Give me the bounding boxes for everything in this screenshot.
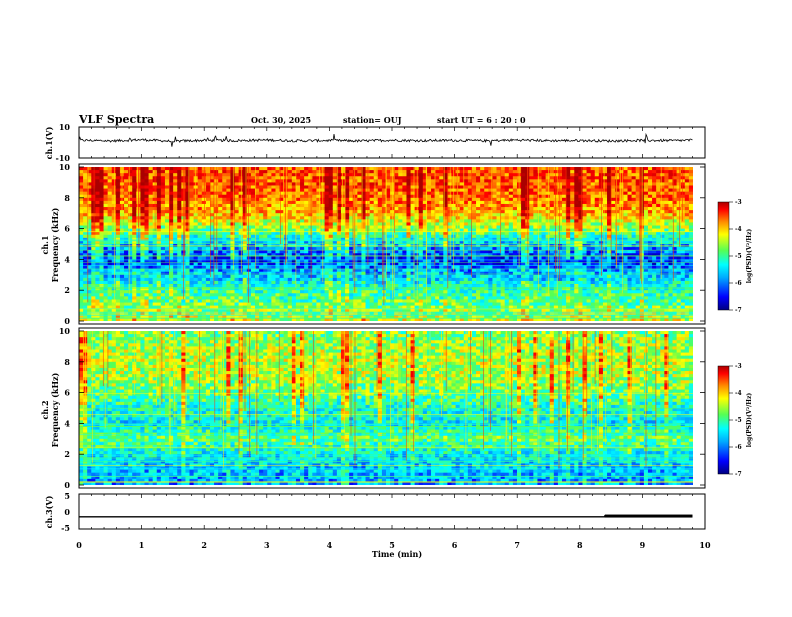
- ch1-spectrogram-ylabel-freq: Frequency (kHz): [50, 207, 60, 282]
- colorbar-tick--7: -7: [735, 471, 742, 478]
- x-tick-8: 8: [577, 540, 583, 550]
- x-axis-label: Time (min): [372, 549, 422, 559]
- colorbar-tick--3: -3: [735, 363, 742, 370]
- ch1-colorbar: [718, 202, 729, 310]
- x-tick-3: 3: [264, 540, 270, 550]
- colorbar-tick--4: -4: [735, 390, 742, 397]
- colorbar-tick--4: -4: [735, 226, 742, 233]
- x-tick-2: 2: [201, 540, 207, 550]
- colorbar-tick--6: -6: [735, 444, 742, 451]
- x-tick-1: 1: [139, 540, 145, 550]
- colorbar-tick--3: -3: [735, 199, 742, 206]
- spec2-ytick-8: 8: [64, 357, 70, 367]
- ch1-spectrogram-ylabel-channel: ch.1: [40, 235, 50, 254]
- ch3-ytick-bottom: -5: [61, 523, 70, 533]
- x-tick-7: 7: [514, 540, 520, 550]
- spec1-ytick-0: 0: [64, 316, 70, 326]
- x-tick-10: 10: [699, 540, 711, 550]
- ch1-waveform-panel: 10 -10 ch.1(V): [44, 122, 705, 163]
- colorbar-tick--6: -6: [735, 280, 742, 287]
- x-tick-6: 6: [452, 540, 458, 550]
- ch1-spectrogram-image: [79, 167, 693, 321]
- colorbar-tick--7: -7: [735, 307, 742, 314]
- ch3-line: [79, 516, 693, 517]
- ch3-ytick-top: 5: [64, 491, 70, 501]
- ch2-spectrogram-image: [79, 331, 693, 485]
- ch1-colorbar-label: log(PSD)(V²/Hz): [746, 229, 753, 284]
- ch2-colorbar: [718, 366, 729, 474]
- station-label: station= OUJ: [343, 115, 402, 125]
- ch3-thick-segment: [605, 515, 693, 518]
- x-tick-4: 4: [327, 540, 333, 550]
- ch1-waveform-ylabel: ch.1(V): [44, 126, 54, 159]
- start-time-label: start UT = 6 : 20 : 0: [437, 115, 526, 125]
- ch2-spectrogram-ylabel-channel: ch.2: [40, 400, 50, 419]
- ch2-spectrogram-ylabel-freq: Frequency (kHz): [50, 372, 60, 447]
- date-label: Oct. 30, 2025: [251, 115, 311, 125]
- spec2-ytick-6: 6: [64, 388, 70, 398]
- spec2-ytick-10: 10: [59, 326, 71, 336]
- spec2-ytick-0: 0: [64, 480, 70, 490]
- ch2-colorbar-label: log(PSD)(V²/Hz): [746, 393, 753, 448]
- spec1-ytick-6: 6: [64, 224, 70, 234]
- spec2-ytick-4: 4: [64, 418, 70, 428]
- spec1-ytick-4: 4: [64, 254, 70, 264]
- colorbar-tick--5: -5: [735, 253, 742, 260]
- spec2-ytick-2: 2: [64, 449, 70, 459]
- ch1-ytick-top: 10: [59, 122, 71, 132]
- x-tick-0: 0: [76, 540, 82, 550]
- spec1-ytick-10: 10: [59, 162, 71, 172]
- spec1-ytick-2: 2: [64, 285, 70, 295]
- ch3-frame: [79, 494, 705, 529]
- chart-title: VLF Spectra: [78, 113, 154, 126]
- x-tick-9: 9: [640, 540, 646, 550]
- colorbar-tick--5: -5: [735, 417, 742, 424]
- spec1-ytick-8: 8: [64, 193, 70, 203]
- ch3-ylabel: ch.3(V): [44, 495, 54, 528]
- ch3-ytick-mid: 0: [64, 507, 70, 517]
